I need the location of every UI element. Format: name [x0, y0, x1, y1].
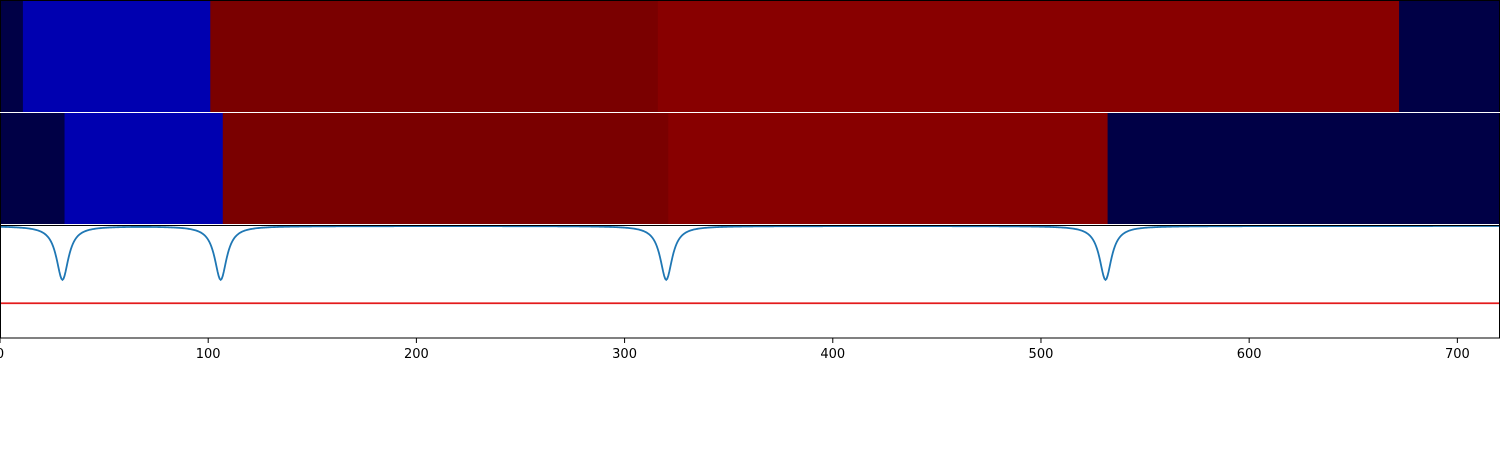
heatmap-cell-row1-4: [657, 1, 1400, 112]
x-tick-label-400: 400: [820, 347, 845, 362]
x-tick-label-300: 300: [612, 347, 637, 362]
heatmap-cell-row1-2: [22, 1, 211, 112]
heatmap-cell-row1-1: [0, 1, 24, 112]
heatmap-cell-row2-5: [1107, 113, 1500, 224]
signal-line: [0, 225, 1499, 282]
x-axis: 0 100 200 300 400 500 600 700: [0, 338, 1470, 362]
x-tick-label-200: 200: [404, 347, 429, 362]
signal-panel: [0, 225, 1499, 305]
heatmap-cell-row1-5: [1399, 1, 1500, 112]
heatmap-rows: [0, 1, 1500, 224]
x-tick-label-0: 0: [0, 347, 4, 362]
x-tick-label-700: 700: [1445, 347, 1470, 362]
x-tick-label-100: 100: [196, 347, 221, 362]
heatmap-cell-row2-4: [668, 113, 1109, 224]
heatmap-cell-row2-3: [222, 113, 669, 224]
x-tick-label-500: 500: [1029, 347, 1054, 362]
heatmap-cell-row2-1: [0, 113, 66, 224]
heatmap-cell-row2-2: [64, 113, 224, 224]
heatmap-cell-row1-3: [210, 1, 659, 112]
panel-frame-3: [0, 225, 1500, 339]
x-tick-label-600: 600: [1237, 347, 1262, 362]
